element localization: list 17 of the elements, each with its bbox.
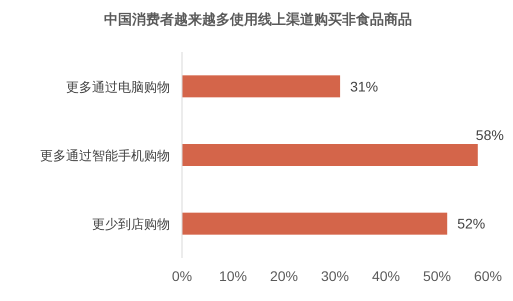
x-tick-label: 20% — [270, 268, 298, 284]
x-tick-label: 10% — [218, 268, 248, 284]
chart-title: 中国消费者越来越多使用线上渠道购买非食品商品 — [104, 11, 412, 27]
data-label: 31% — [350, 78, 378, 94]
data-label: 58% — [476, 127, 504, 143]
bar — [182, 144, 478, 166]
y-tick-label: 更多通过电脑购物 — [66, 79, 170, 94]
x-tick-label: 40% — [372, 268, 400, 284]
x-tick-label: 0% — [172, 268, 192, 284]
bar — [182, 212, 448, 235]
x-tick-label: 50% — [422, 268, 452, 284]
x-tick-label: 60% — [474, 268, 502, 284]
bar — [182, 75, 340, 98]
y-tick-label: 更多通过智能手机购物 — [40, 148, 170, 163]
x-tick-label: 30% — [320, 268, 350, 284]
y-tick-label: 更少到店购物 — [92, 216, 170, 232]
data-label: 52% — [457, 216, 486, 232]
